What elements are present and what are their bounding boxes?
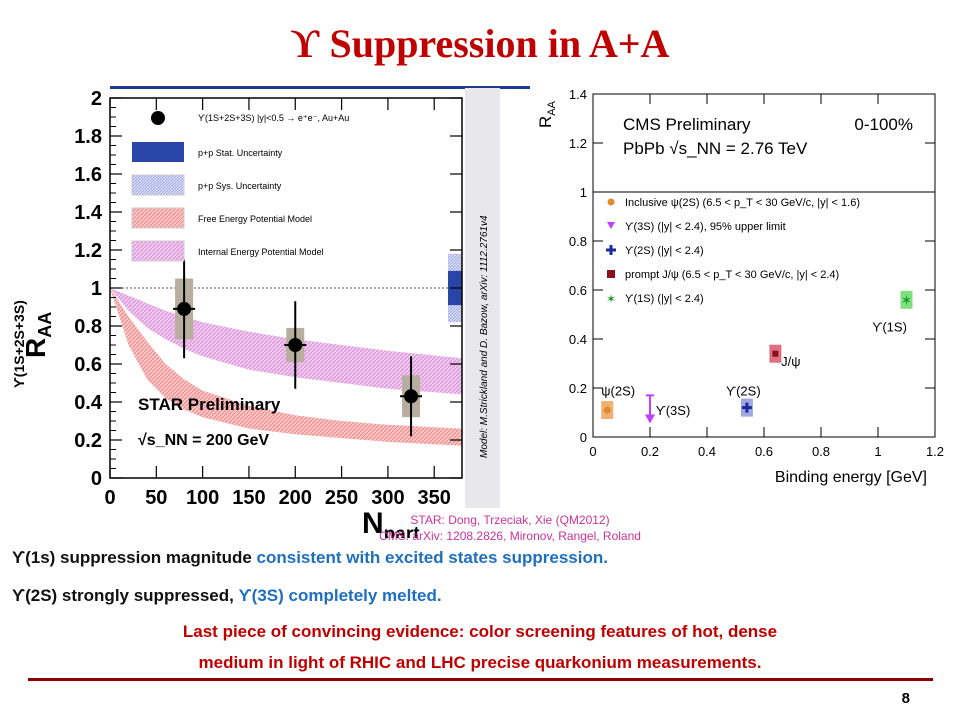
x-tick-label: 0.4: [698, 444, 716, 459]
legend-label: ϒ(3S) (|y| < 2.4), 95% upper limit: [625, 221, 786, 233]
y-tick-label: 0.4: [74, 392, 103, 414]
bottom-rule: [28, 678, 933, 681]
cms-preliminary-label: CMS Preliminary: [623, 115, 751, 134]
point-label: ϒ(2S): [726, 383, 761, 398]
y-tick-label: 0.6: [74, 354, 102, 376]
x-axis-title: Binding energy [GeV]: [775, 469, 927, 486]
y-tick-label: 1.4: [569, 87, 587, 102]
legend-label: p+p Sys. Uncertainty: [198, 181, 282, 191]
side-strip: [465, 88, 500, 508]
bullet-2-main: ϒ(2S) strongly suppressed,: [12, 586, 239, 605]
y-axis-subtitle: ϒ(1S+2S+3S): [11, 300, 27, 388]
centrality-label: 0-100%: [854, 115, 913, 134]
y-tick-label: 1.2: [569, 136, 587, 151]
legend-label: Internal Energy Potential Model: [198, 247, 324, 257]
y-tick-label: 1.6: [74, 164, 102, 186]
legend-marker-ups1s: ✶: [606, 292, 616, 306]
conclusion-line-2: medium in light of RHIC and LHC precise …: [198, 653, 762, 672]
data-point: [177, 301, 192, 316]
y-tick-label: 1: [91, 278, 102, 300]
bullet-1-main: ϒ(1s) suppression magnitude: [12, 548, 257, 567]
data-point: [288, 338, 303, 352]
legend-marker-ups3s: [607, 222, 615, 229]
x-tick-label: 0.2: [641, 444, 659, 459]
x-tick-label: 1.2: [926, 444, 944, 459]
y-tick-label: 0.8: [74, 316, 102, 338]
point-marker: [741, 402, 752, 413]
x-tick-label: 0: [104, 487, 115, 509]
y-tick-label: 0: [580, 430, 587, 445]
y-tick-label: 0.6: [569, 283, 587, 298]
legend-label: prompt J/ψ (6.5 < p_T < 30 GeV/c, |y| < …: [625, 269, 839, 281]
y-axis-title: RAA: [536, 100, 558, 128]
legend-swatch-internal: [131, 240, 185, 262]
legend-swatch-free: [131, 207, 185, 229]
y-tick-label: 1.2: [74, 240, 102, 262]
point-label: J/ψ: [781, 354, 800, 369]
bullet-1-highlight: consistent with excited states suppressi…: [256, 548, 608, 567]
y-tick-label: 0: [91, 468, 102, 490]
legend-marker-data: [151, 111, 165, 125]
point-sys-box: [900, 290, 913, 309]
legend-label: Free Energy Potential Model: [198, 214, 312, 224]
point-label: ψ(2S): [601, 383, 635, 398]
x-tick-label: 200: [279, 487, 312, 509]
credit-cms: CMS: arXiv: 1208.2826, Mironov, Rangel, …: [379, 529, 641, 543]
slide-title: ϒ Suppression in A+A: [290, 21, 670, 66]
model-band-internal: [110, 288, 462, 395]
x-tick-label: 0.6: [755, 444, 773, 459]
x-tick-label: 100: [186, 487, 219, 509]
title-underline: [110, 86, 530, 89]
model-reference-text: Model: M.Strickland and D. Bazow, arXiv:…: [479, 215, 490, 458]
model-band-free: [110, 288, 462, 446]
x-tick-label: 50: [145, 487, 167, 509]
x-tick-label: 350: [418, 487, 451, 509]
legend-label: p+p Stat. Uncertainty: [198, 148, 283, 158]
y-tick-label: 0.8: [569, 234, 587, 249]
y-tick-label: 1: [580, 185, 587, 200]
star-raa-vs-npart-chart: 0 0.2 0.4 0.6 0.8 1 1.2 1.4 1.6 1.8 2 0 50 100 150 200 2…: [11, 88, 500, 538]
bullet-2-highlight: ϒ(3S) completely melted.: [238, 586, 442, 605]
x-tick-label: 300: [371, 487, 404, 509]
x-tick-label: 250: [325, 487, 358, 509]
collision-system-label: PbPb √s_NN = 2.76 TeV: [623, 139, 808, 158]
conclusion-line-1: Last piece of convincing evidence: color…: [182, 622, 778, 641]
x-tick-label: 150: [232, 487, 265, 509]
bullet-2: ϒ(2S) strongly suppressed, ϒ(3S) complet…: [12, 586, 442, 606]
legend-swatch-pp-sys: [131, 174, 185, 196]
legend-label: ϒ(1S) (|y| < 2.4): [625, 293, 704, 305]
x-tick-label: 0: [589, 444, 596, 459]
y-tick-label: 0.4: [569, 332, 587, 347]
legend-label-data: ϒ(1S+2S+3S) |y|<0.5 → e⁺e⁻, Au+Au: [198, 113, 349, 123]
point-label: ϒ(3S): [656, 403, 691, 418]
credits: STAR: Dong, Trzeciak, Xie (QM2012) CMS: …: [330, 512, 690, 544]
page-number: 8: [901, 690, 910, 707]
legend-swatch-pp-stat: [132, 142, 184, 162]
y-tick-label: 1.8: [74, 126, 102, 148]
point-marker: [603, 406, 611, 414]
point-label: ϒ(1S): [872, 320, 907, 335]
point-marker: [772, 350, 779, 357]
legend-label: ϒ(2S) (|y| < 2.4): [625, 245, 704, 257]
annotation-energy: √s_NN = 200 GeV: [138, 432, 269, 449]
point-upper-limit-arrow: [645, 414, 655, 424]
credit-star: STAR: Dong, Trzeciak, Xie (QM2012): [410, 513, 610, 527]
legend-label: Inclusive ψ(2S) (6.5 < p_T < 30 GeV/c, |…: [625, 197, 860, 209]
y-tick-label: 2: [91, 88, 102, 110]
bullet-1: ϒ(1s) suppression magnitude consistent w…: [12, 548, 608, 568]
y-tick-label: 0.2: [569, 381, 587, 396]
legend-marker-psi2s: [607, 198, 615, 206]
data-point: [404, 389, 419, 404]
annotation-star-preliminary: STAR Preliminary: [138, 395, 281, 414]
cms-raa-vs-binding-energy-chart: 0 0.2 0.4 0.6 0.8 1 1.2 1.4 0 0.2 0.4 0.6 0.8 1 1.2 Bin…: [536, 87, 944, 486]
x-tick-label: 0.8: [812, 444, 830, 459]
y-tick-label: 0.2: [74, 430, 102, 452]
x-tick-label: 1: [874, 444, 881, 459]
legend-marker-jpsi: [607, 270, 615, 278]
y-tick-label: 1.4: [74, 202, 103, 224]
legend-marker-ups2s: [606, 245, 616, 255]
point-marker: ✶: [901, 292, 913, 308]
